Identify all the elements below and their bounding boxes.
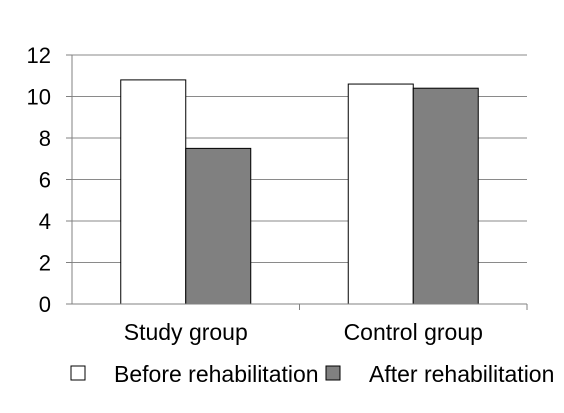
x-category-label: Study group xyxy=(124,319,248,345)
labels: 0 2 4 6 8 10 12 Study group Control group xyxy=(27,43,483,345)
legend-label: After rehabilitation xyxy=(369,361,554,387)
legend-swatch xyxy=(70,365,86,381)
legend-swatch xyxy=(325,365,341,381)
legend-label: Before rehabilitation xyxy=(114,361,319,387)
bar xyxy=(185,147,252,305)
y-tick-label: 10 xyxy=(27,85,51,110)
y-tick-label: 12 xyxy=(27,43,51,68)
y-tick-label: 2 xyxy=(39,251,51,276)
bar xyxy=(412,87,479,305)
axes xyxy=(66,54,528,310)
y-tick-label: 0 xyxy=(39,292,51,317)
bars xyxy=(120,79,479,305)
x-category-label: Control group xyxy=(344,319,483,345)
y-tick-label: 4 xyxy=(39,209,51,234)
legend: Before rehabilitation After rehabilitatio… xyxy=(70,361,554,387)
y-tick-label: 6 xyxy=(39,168,51,193)
bar xyxy=(120,79,187,305)
bar xyxy=(347,83,414,305)
y-tick-label: 8 xyxy=(39,126,51,151)
